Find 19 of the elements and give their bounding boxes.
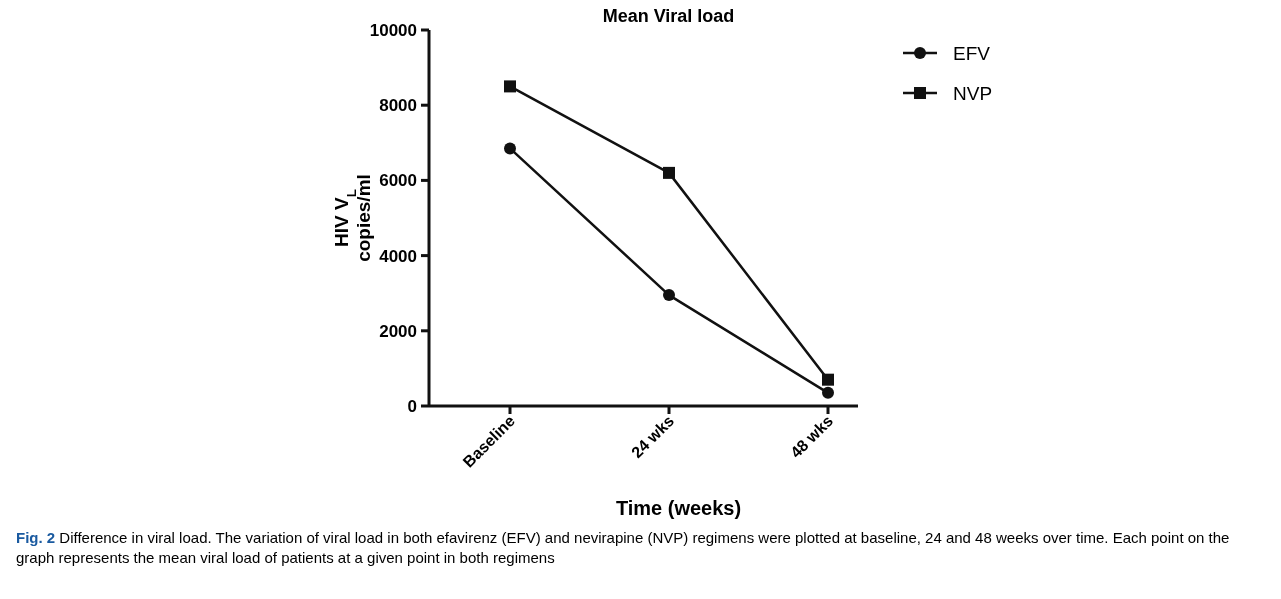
x-tick-label: 48 wks [786, 412, 837, 462]
y-tick-label: 0 [407, 397, 417, 416]
y-tick-label: 8000 [379, 96, 417, 116]
point [663, 166, 675, 179]
point [504, 80, 516, 93]
point [663, 289, 675, 302]
y-tick-label: 6000 [379, 171, 417, 191]
x-axis-title: Time (weeks) [615, 497, 742, 519]
legend-label: NVP [953, 83, 993, 104]
point [822, 386, 834, 399]
caption: Fig. 2 Difference in viral load. The variation of viral load in both efavirenz (EFV) and nevirapine (NVP) regimens were plotted at baseline, 24 and 48 weeks over time. Each point on the graph represents the mean viral load of patients at a given point in both regimens [16, 528, 1231, 568]
y-tick-label: 2000 [379, 321, 417, 341]
legend-label: EFV [953, 43, 991, 64]
y-tick-label: 4000 [379, 246, 417, 266]
x-tick-label: 24 wks [627, 412, 678, 462]
point [822, 373, 834, 386]
chart-title: Mean Viral load [602, 6, 735, 26]
y-tick-label: 10000 [369, 21, 417, 40]
point [504, 142, 516, 155]
